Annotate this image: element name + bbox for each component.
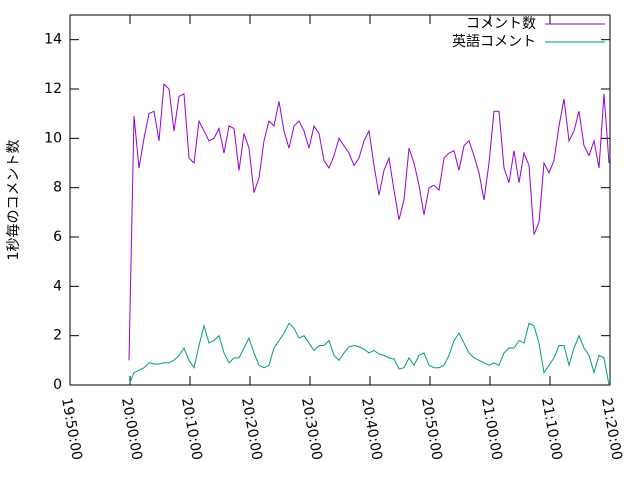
y-axis-label: 1秒毎のコメント数	[6, 140, 22, 261]
y-tick-label: 14	[44, 32, 62, 48]
legend-label: コメント数	[466, 16, 536, 32]
x-tick-label: 20:10:00	[178, 397, 205, 462]
y-tick-label: 2	[53, 328, 62, 344]
y-tick-label: 12	[44, 81, 62, 97]
series-line	[128, 322, 610, 386]
x-tick-label: 20:50:00	[418, 397, 445, 462]
series-line	[128, 82, 610, 361]
x-tick-label: 20:20:00	[238, 397, 265, 462]
y-tick-label: 4	[53, 278, 62, 294]
x-tick-label: 20:30:00	[298, 397, 325, 462]
x-tick-label: 20:00:00	[118, 397, 145, 462]
x-tick-label: 19:50:00	[58, 397, 85, 462]
x-tick-label: 21:10:00	[538, 397, 565, 462]
x-tick-label: 21:20:00	[598, 397, 625, 462]
legend-label: 英語コメント	[452, 33, 536, 50]
y-tick-label: 0	[53, 377, 62, 393]
x-tick-label: 20:40:00	[358, 397, 385, 462]
plot-frame	[69, 14, 611, 386]
y-tick-label: 6	[53, 229, 62, 245]
y-tick-label: 10	[44, 130, 62, 146]
x-tick-label: 21:00:00	[478, 397, 505, 462]
y-tick-label: 8	[53, 180, 62, 196]
